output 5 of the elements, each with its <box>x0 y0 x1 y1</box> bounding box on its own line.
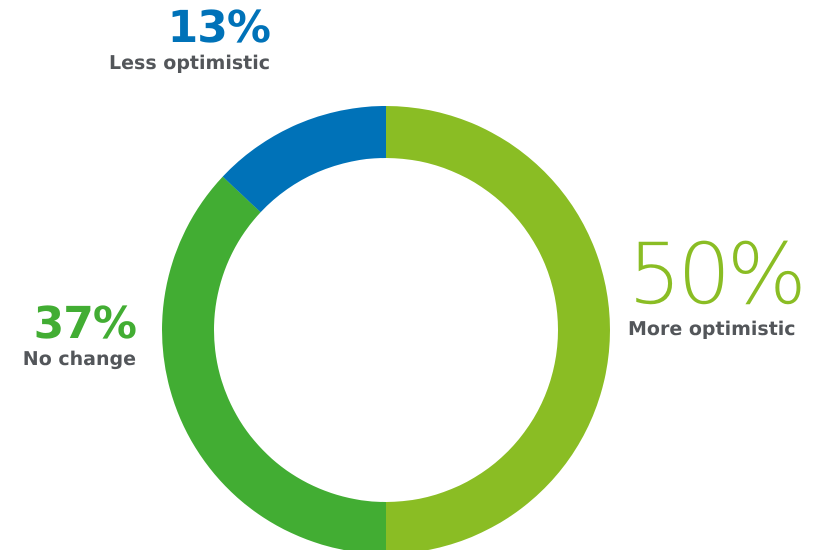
slice-label: More optimistic <box>628 318 797 340</box>
slice-label: Less optimistic <box>108 52 270 74</box>
data-label: 13% <box>166 2 270 53</box>
data-label: 37% <box>32 298 136 349</box>
slice-label: No change <box>22 348 136 370</box>
